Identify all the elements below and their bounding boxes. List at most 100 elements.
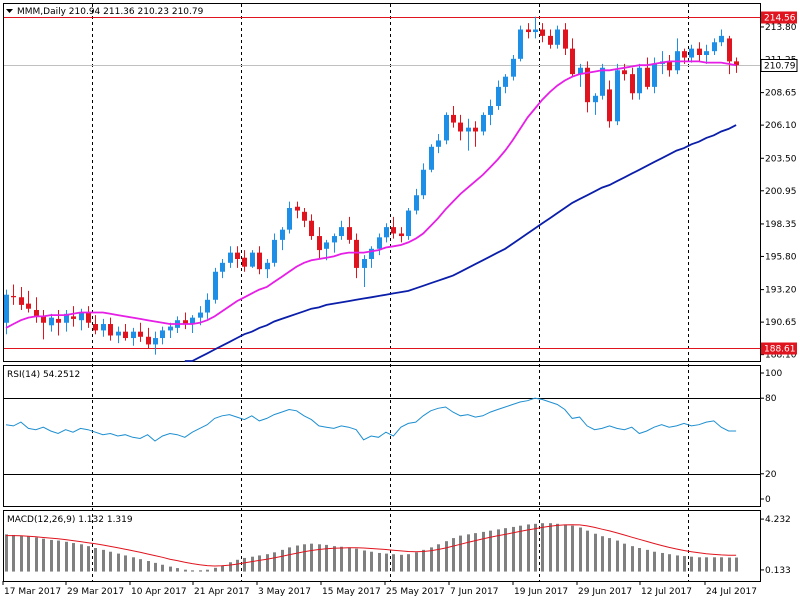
- candle-body: [667, 61, 672, 71]
- macd-histogram-bar: [251, 556, 254, 572]
- candle-body: [481, 114, 486, 132]
- time-tick-label: 19 Jun 2017: [514, 587, 568, 597]
- candle-body: [146, 336, 151, 345]
- candle-body: [272, 239, 277, 263]
- macd-histogram-bar: [12, 534, 15, 572]
- macd-histogram-bar: [273, 552, 276, 572]
- candle-body: [637, 67, 642, 94]
- candle-body: [406, 210, 411, 237]
- macd-histogram-bar: [266, 554, 269, 572]
- candle-body: [205, 299, 210, 313]
- candle-body: [138, 331, 143, 337]
- rsi-title: RSI(14) 54.2512: [7, 370, 80, 380]
- candle-body: [526, 29, 531, 33]
- macd-histogram-bar: [139, 559, 142, 572]
- macd-histogram-bar: [586, 530, 589, 572]
- macd-histogram-bar: [348, 547, 351, 572]
- macd-histogram-bar: [638, 548, 641, 572]
- macd-histogram-bar: [147, 561, 150, 572]
- candle-body: [295, 206, 300, 211]
- chart-header: MMM,Daily 210.94 211.36 210.23 210.79: [6, 7, 204, 17]
- macd-histogram-bar: [288, 547, 291, 572]
- macd-histogram-bar: [378, 552, 381, 572]
- candle-body: [689, 48, 694, 58]
- candlestick-series: [4, 16, 739, 355]
- candle-body: [168, 326, 173, 331]
- candle-body: [734, 61, 739, 66]
- macd-histogram-bar: [728, 557, 731, 572]
- price-tick-label: 213.80: [765, 23, 797, 33]
- macd-histogram-bar: [400, 554, 403, 572]
- candle-body: [496, 86, 501, 106]
- macd-histogram-bar: [594, 533, 597, 572]
- macd-histogram-bar: [668, 554, 671, 572]
- price-tags: 210.79: [760, 59, 798, 72]
- macd-histogram-bar: [676, 555, 679, 572]
- macd-histogram-bar: [303, 544, 306, 572]
- price-tick-label: 198.35: [765, 220, 797, 230]
- macd-histogram-bar: [534, 523, 537, 572]
- candle-body: [555, 29, 560, 45]
- macd-histogram-bar: [57, 540, 60, 572]
- candle-body: [49, 317, 54, 326]
- macd-histogram-bar: [608, 538, 611, 572]
- candle-body: [645, 67, 650, 87]
- macd-histogram-bar: [206, 569, 209, 572]
- candle-body: [473, 127, 478, 132]
- time-tick-label: 25 May 2017: [386, 587, 445, 597]
- macd-histogram-bar: [407, 554, 410, 572]
- macd-histogram-bar: [519, 525, 522, 572]
- macd-histogram-bar: [132, 557, 135, 572]
- macd-histogram-bar: [80, 544, 83, 572]
- candle-body: [503, 76, 508, 87]
- candle-body: [697, 48, 702, 55]
- candle-body: [287, 208, 292, 230]
- candle-body: [228, 252, 233, 263]
- macd-histogram-bar: [601, 536, 604, 572]
- candle-body: [712, 42, 717, 52]
- macd-histogram-bar: [661, 552, 664, 572]
- macd-histogram-bar: [243, 557, 246, 572]
- macd-histogram-bar: [124, 555, 127, 572]
- price-tick-label: 203.50: [765, 154, 797, 164]
- macd-histogram-bar: [549, 523, 552, 572]
- candle-body: [622, 70, 627, 75]
- macd-histogram-bar: [527, 524, 530, 572]
- macd-histogram-bar: [653, 551, 656, 572]
- macd-histogram-bar: [109, 551, 112, 572]
- macd-histogram-bar: [370, 551, 373, 572]
- time-tick-label: 12 Jul 2017: [641, 587, 692, 597]
- candle-body: [391, 227, 396, 234]
- macd-histogram-bar: [161, 564, 164, 572]
- candle-body: [511, 58, 516, 77]
- candle-body: [488, 106, 493, 115]
- candle-body: [377, 237, 382, 249]
- macd-histogram-bar: [512, 526, 515, 572]
- macd-histogram-bar: [690, 556, 693, 572]
- time-tick-label: 29 Jun 2017: [578, 587, 632, 597]
- candle-body: [309, 220, 314, 237]
- candle-body: [257, 252, 262, 270]
- macd-histogram-bar: [571, 525, 574, 572]
- candle-body: [444, 114, 449, 141]
- macd-histogram-bar: [281, 549, 284, 572]
- candle-body: [123, 331, 128, 339]
- menu-triangle-icon[interactable]: [6, 9, 13, 13]
- candle-body: [578, 67, 583, 75]
- candle-body: [727, 38, 732, 62]
- candle-body: [86, 312, 91, 323]
- candle-body: [414, 195, 419, 211]
- candle-body: [570, 48, 575, 75]
- macd-histogram-bar: [191, 570, 194, 572]
- macd-histogram-bar: [87, 546, 90, 572]
- candle-body: [518, 29, 523, 59]
- macd-histogram-bar: [184, 569, 187, 572]
- candle-body: [71, 316, 76, 319]
- macd-histogram-bar: [482, 531, 485, 572]
- candle-body: [302, 211, 307, 221]
- candle-body: [719, 35, 724, 43]
- candle-body: [198, 312, 203, 318]
- time-tick-label: 21 Apr 2017: [194, 587, 250, 597]
- macd-histogram-bar: [646, 549, 649, 572]
